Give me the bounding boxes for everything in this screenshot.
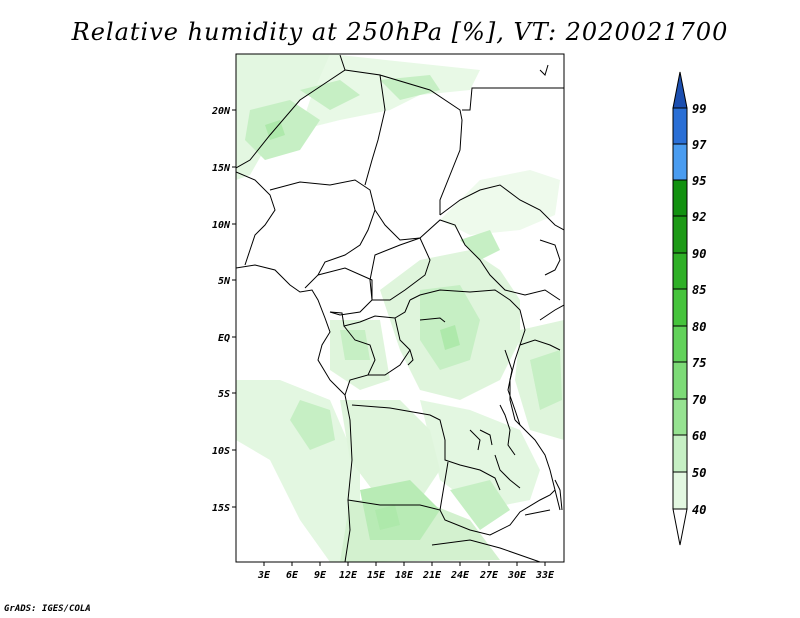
lon-label: 15E <box>367 570 386 581</box>
colorbar-segment <box>672 288 688 327</box>
lon-label: 30E <box>507 570 527 581</box>
lat-label: 15N <box>212 163 231 174</box>
colorbar-segment <box>672 215 688 254</box>
colorbar-segment <box>672 471 688 510</box>
colorbar-segment <box>672 325 688 363</box>
colorbar-bottom-arrow <box>672 508 688 546</box>
colorbar-label: 97 <box>692 138 707 152</box>
colorbar-segment <box>672 179 688 217</box>
colorbar-label: 85 <box>692 283 706 297</box>
colorbar-segment <box>672 107 688 145</box>
country-borders <box>236 54 564 562</box>
lon-axis: 3E 6E 9E 12E 15E 18E 21E 24E 27E 30E 33E <box>257 562 555 581</box>
colorbar-label: 75 <box>692 356 706 370</box>
lon-label: 24E <box>450 570 470 581</box>
map-frame <box>235 53 565 563</box>
lon-label: 6E <box>286 570 299 581</box>
humidity-field <box>236 54 564 562</box>
colorbar-label: 92 <box>692 210 706 224</box>
lon-label: 18E <box>395 570 414 581</box>
colorbar-label: 99 <box>692 102 706 116</box>
lon-label: 12E <box>339 570 358 581</box>
grads-credit: GrADS: IGES/COLA <box>4 604 91 614</box>
colorbar-label: 70 <box>692 393 706 407</box>
colorbar-segment <box>672 361 688 400</box>
lon-label: 33E <box>535 570 555 581</box>
lat-label: 5S <box>218 389 230 400</box>
colorbar-label: 50 <box>692 466 706 480</box>
colorbar-segment <box>672 398 688 436</box>
colorbar-top-arrow <box>672 71 688 109</box>
lon-label: 3E <box>257 570 271 581</box>
lat-label: 20N <box>211 106 231 117</box>
lon-label: 21E <box>422 570 442 581</box>
colorbar-label: 90 <box>692 247 706 261</box>
lon-label: 9E <box>314 570 327 581</box>
colorbar-segment <box>672 143 688 181</box>
colorbar-segment <box>672 434 688 473</box>
colorbar-label: 60 <box>692 429 706 443</box>
colorbar-segment <box>672 252 688 290</box>
colorbar-label: 40 <box>692 503 706 517</box>
lat-label: 15S <box>212 503 230 514</box>
lat-label: 5N <box>218 276 231 287</box>
lat-label: 10N <box>212 220 231 231</box>
lat-axis: 20N 15N 10N 5N EQ 5S 10S 15S <box>211 106 236 514</box>
lat-label: 10S <box>212 446 230 457</box>
colorbar-label: 95 <box>692 174 706 188</box>
lat-label: EQ <box>218 333 230 344</box>
lon-label: 27E <box>479 570 499 581</box>
map-title: Relative humidity at 250hPa [%], VT: 202… <box>71 18 729 46</box>
colorbar: 99 97 95 92 90 85 80 75 70 60 50 40 <box>672 71 707 546</box>
colorbar-label: 80 <box>692 320 706 334</box>
